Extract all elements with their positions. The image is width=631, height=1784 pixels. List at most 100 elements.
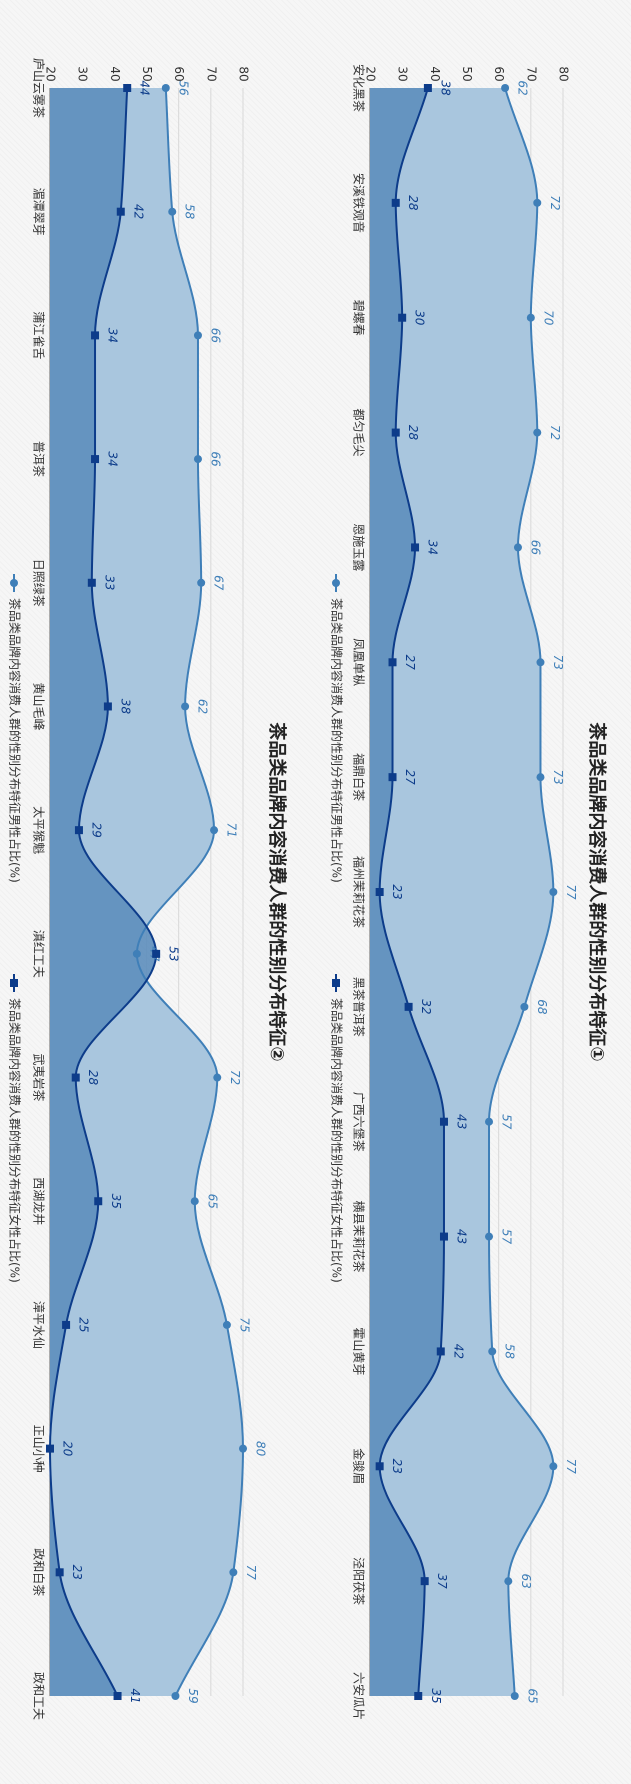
y-tick-label: 80	[557, 66, 571, 81]
data-point-female[interactable]	[423, 84, 432, 92]
x-tick-label: 安溪铁观音	[352, 173, 367, 233]
y-tick-label: 40	[108, 66, 122, 81]
data-point-male[interactable]	[181, 702, 190, 711]
data-point-male[interactable]	[132, 949, 141, 958]
data-point-female[interactable]	[71, 1073, 80, 1082]
data-label: 27	[403, 655, 417, 671]
data-point-female[interactable]	[123, 84, 132, 92]
data-point-male[interactable]	[510, 1692, 519, 1700]
data-point-female[interactable]	[91, 455, 100, 464]
data-point-female[interactable]	[46, 1444, 54, 1453]
data-label: 72	[548, 195, 562, 210]
data-point-female[interactable]	[103, 702, 112, 711]
data-point-female[interactable]	[94, 1197, 103, 1206]
data-point-female[interactable]	[116, 207, 125, 216]
data-label: 70	[541, 310, 555, 326]
data-point-female[interactable]	[436, 1347, 445, 1356]
data-label: 77	[564, 884, 578, 900]
data-label: 30	[413, 310, 427, 326]
x-tick-label: 安化黑茶	[352, 64, 367, 112]
x-tick-label: 正山小种	[32, 1425, 46, 1473]
data-label: 43	[454, 1229, 468, 1244]
data-point-male[interactable]	[161, 84, 170, 92]
data-point-male[interactable]	[549, 888, 558, 896]
data-label: 80	[254, 1441, 268, 1457]
legend-marker-square	[10, 979, 18, 987]
x-tick-label: 黄山毛峰	[32, 682, 46, 730]
series-area-male	[50, 88, 243, 1696]
data-point-female[interactable]	[375, 1462, 384, 1471]
data-point-female[interactable]	[62, 1320, 71, 1329]
data-point-female[interactable]	[55, 1568, 64, 1577]
x-tick-label: 福州茉莉花茶	[352, 856, 367, 928]
y-tick-label: 30	[76, 66, 90, 81]
data-point-female[interactable]	[87, 578, 96, 587]
data-label: 44	[138, 80, 152, 95]
data-point-male[interactable]	[533, 198, 542, 207]
data-point-female[interactable]	[375, 888, 384, 896]
data-label: 53	[167, 946, 181, 961]
data-point-female[interactable]	[398, 313, 407, 322]
data-point-male[interactable]	[533, 428, 542, 437]
data-label: 41	[128, 1688, 142, 1703]
data-point-male[interactable]	[513, 543, 522, 552]
data-point-male[interactable]	[520, 1002, 529, 1011]
data-point-male[interactable]	[168, 207, 177, 216]
data-point-female[interactable]	[388, 658, 397, 667]
series-area-female	[370, 88, 444, 1696]
data-point-female[interactable]	[91, 331, 100, 340]
data-label: 33	[102, 575, 116, 590]
data-point-male[interactable]	[190, 1197, 199, 1206]
data-label: 65	[205, 1194, 219, 1209]
x-tick-label: 滇红工夫	[32, 930, 47, 978]
data-label: 63	[519, 1574, 533, 1589]
data-point-female[interactable]	[391, 428, 400, 437]
data-point-female[interactable]	[439, 1232, 448, 1241]
x-tick-label: 广西六堡茶	[352, 1092, 367, 1152]
data-point-male[interactable]	[488, 1347, 497, 1356]
data-point-female[interactable]	[152, 949, 161, 958]
data-point-male[interactable]	[536, 658, 545, 667]
data-label: 23	[390, 1459, 404, 1474]
data-point-male[interactable]	[171, 1692, 180, 1700]
data-point-female[interactable]	[404, 1002, 413, 1011]
data-label: 59	[186, 1688, 200, 1703]
data-point-female[interactable]	[420, 1577, 429, 1586]
legend-label[interactable]: 茶品类品牌内容消费人群的性别分布特征男性占比(%)	[330, 598, 345, 883]
data-label: 35	[429, 1688, 443, 1703]
data-point-female[interactable]	[439, 1117, 448, 1126]
data-point-female[interactable]	[414, 1692, 423, 1700]
data-label: 71	[225, 823, 239, 838]
data-point-male[interactable]	[549, 1462, 558, 1471]
legend-label[interactable]: 茶品类品牌内容消费人群的性别分布特征男性占比(%)	[8, 598, 23, 883]
data-point-male[interactable]	[222, 1320, 231, 1329]
data-point-male[interactable]	[210, 826, 219, 835]
data-point-male[interactable]	[193, 455, 202, 464]
data-point-male[interactable]	[485, 1117, 494, 1126]
series-line-male	[488, 87, 555, 1697]
data-point-male[interactable]	[213, 1073, 222, 1082]
x-tick-label: 蒲江雀舌	[32, 311, 46, 359]
data-point-female[interactable]	[388, 773, 397, 782]
y-tick-label: 50	[460, 66, 474, 81]
data-label: 66	[208, 328, 222, 344]
data-label: 66	[208, 451, 222, 467]
data-point-male[interactable]	[501, 84, 510, 92]
data-point-male[interactable]	[526, 313, 535, 322]
data-point-male[interactable]	[197, 578, 206, 587]
data-label: 72	[548, 425, 562, 440]
data-point-male[interactable]	[229, 1568, 238, 1577]
data-point-male[interactable]	[536, 773, 545, 782]
data-point-male[interactable]	[239, 1444, 247, 1453]
legend-label[interactable]: 茶品类品牌内容消费人群的性别分布特征女性占比(%)	[330, 998, 345, 1283]
data-point-female[interactable]	[411, 543, 420, 552]
data-point-male[interactable]	[193, 331, 202, 340]
data-point-female[interactable]	[74, 826, 83, 835]
legend-label[interactable]: 茶品类品牌内容消费人群的性别分布特征女性占比(%)	[8, 998, 23, 1283]
data-point-female[interactable]	[113, 1692, 122, 1700]
data-point-male[interactable]	[485, 1232, 494, 1241]
data-point-female[interactable]	[391, 198, 400, 207]
data-point-male[interactable]	[504, 1577, 513, 1586]
data-label: 20	[61, 1441, 75, 1457]
data-label: 38	[438, 80, 452, 96]
